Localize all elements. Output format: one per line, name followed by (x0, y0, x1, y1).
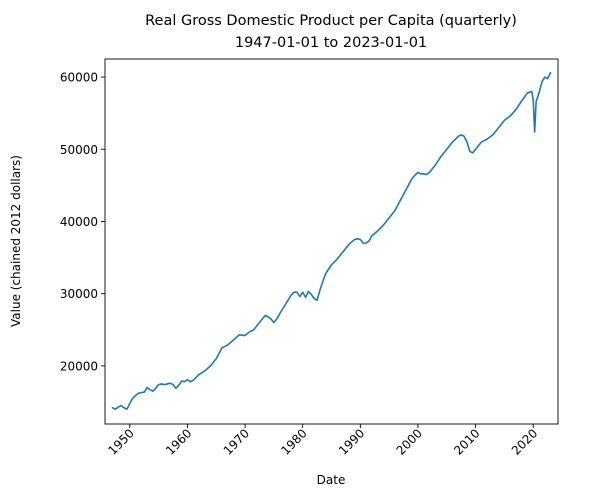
x-tick-label: 1970 (221, 426, 252, 457)
y-tick-label: 20000 (60, 359, 98, 373)
x-tick-label: 1980 (278, 426, 309, 457)
x-tick-label: 1950 (105, 426, 136, 457)
x-tick-label: 2000 (394, 426, 425, 457)
chart-subtitle: 1947-01-01 to 2023-01-01 (235, 35, 427, 51)
y-tick-label: 50000 (60, 143, 98, 157)
y-tick-label: 40000 (60, 215, 98, 229)
y-tick-label: 30000 (60, 287, 98, 301)
y-tick-label: 60000 (60, 71, 98, 85)
y-axis-label: Value (chained 2012 dollars) (9, 155, 23, 327)
x-axis-ticks: 1950 1960 1970 1980 1990 2000 2010 2020 (105, 424, 540, 458)
series-line (112, 73, 550, 409)
x-tick-label: 1990 (336, 426, 367, 457)
y-axis-ticks: 20000 30000 40000 50000 60000 (60, 71, 105, 374)
x-tick-label: 2010 (451, 426, 482, 457)
chart-title: Real Gross Domestic Product per Capita (… (145, 13, 517, 29)
x-axis-label: Date (317, 473, 346, 487)
x-tick-label: 1960 (163, 426, 194, 457)
x-tick-label: 2020 (509, 426, 540, 457)
plot-frame (105, 59, 558, 424)
